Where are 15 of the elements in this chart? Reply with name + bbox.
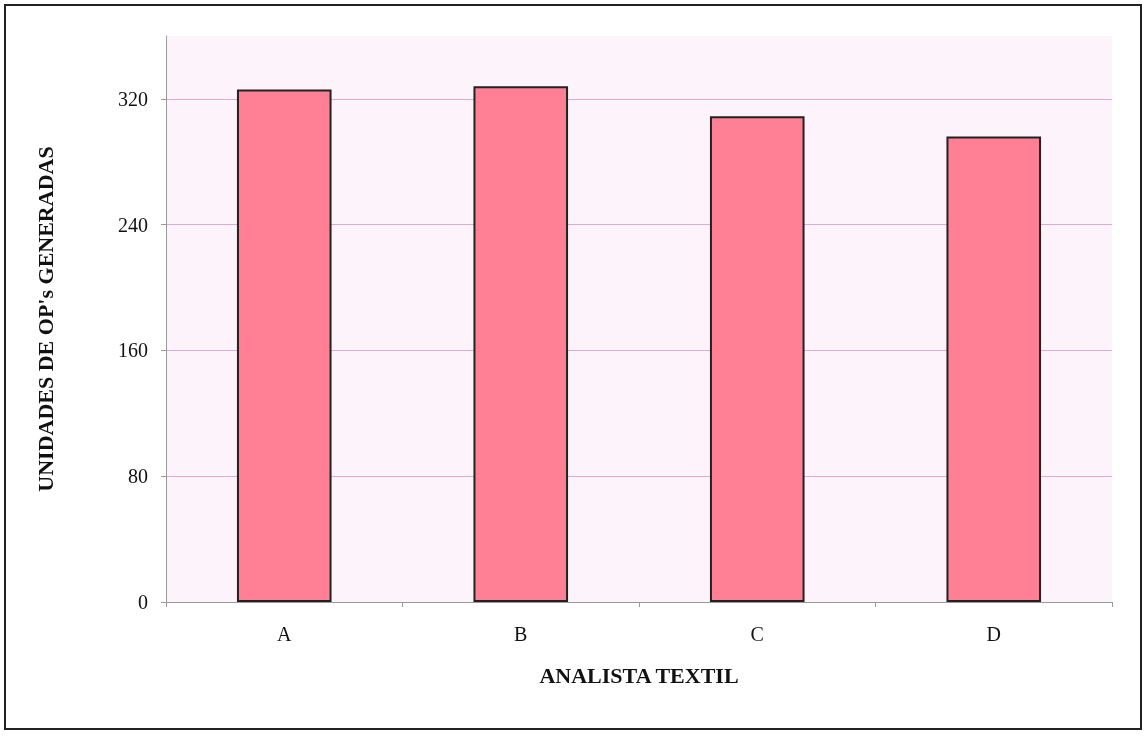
x-tick-label: D (986, 623, 1001, 645)
y-tick-label: 80 (128, 465, 148, 488)
x-tick-label: B (514, 623, 528, 645)
bar (709, 116, 805, 602)
bar (473, 86, 569, 602)
y-tick-label: 240 (118, 213, 148, 236)
y-tick-label: 320 (118, 87, 148, 110)
x-tick-label: C (750, 623, 764, 645)
bar (946, 136, 1042, 602)
bar (236, 89, 332, 602)
x-tick-label: A (277, 623, 293, 645)
x-axis-title: ANALISTA TEXTIL (539, 662, 739, 688)
y-tick-label: 0 (138, 591, 148, 613)
y-axis-title: UNIDADES DE OP's GENERADAS (32, 146, 58, 492)
y-tick-label: 160 (118, 339, 148, 362)
